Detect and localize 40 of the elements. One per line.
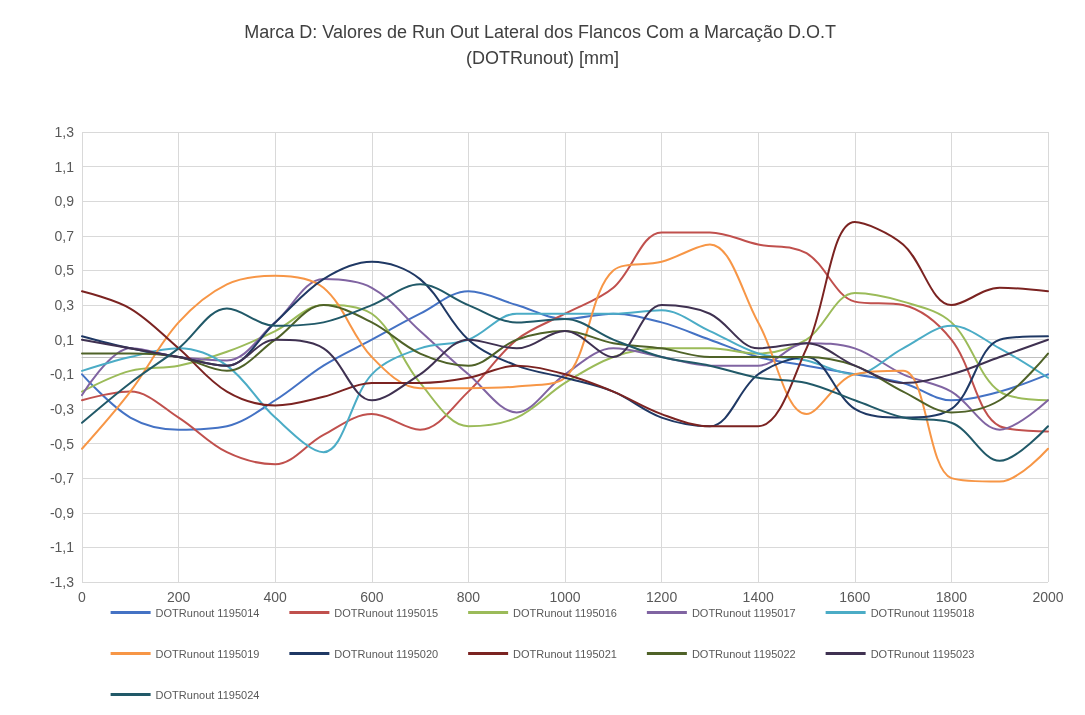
legend-label: DOTRunout 1195023 (870, 647, 975, 660)
x-tick-label: 1400 (742, 589, 774, 605)
y-tick-label: 0,3 (54, 297, 75, 314)
x-tick-label: 600 (360, 589, 384, 605)
y-tick-label: 1,1 (54, 158, 75, 175)
y-tick-label: 0,5 (54, 262, 75, 279)
y-tick-label: -0,7 (49, 470, 75, 487)
x-tick-label: 1000 (549, 589, 581, 605)
legend-label: DOTRunout 1195017 (691, 606, 796, 619)
y-tick-label: -1,1 (49, 539, 75, 556)
y-tick-label: -0,5 (49, 435, 75, 452)
legend-label: DOTRunout 1195024 (155, 688, 260, 701)
y-tick-label: 0,9 (54, 193, 75, 210)
line-series (81, 283, 1049, 462)
legend-label: DOTRunout 1195019 (155, 647, 260, 660)
legend-label: DOTRunout 1195021 (513, 647, 617, 660)
x-tick-label: 1600 (839, 589, 871, 605)
legend-label: DOTRunout 1195014 (155, 606, 260, 619)
x-tick-label: 200 (166, 589, 191, 605)
legend-label: DOTRunout 1195020 (334, 647, 439, 660)
x-tick-label: 800 (456, 589, 481, 605)
x-tick-label: 2000 (1032, 589, 1064, 605)
x-tick-label: 0 (78, 589, 87, 605)
line-series (81, 221, 1049, 428)
y-tick-label: -0,3 (49, 400, 75, 417)
y-tick-label: -0,1 (49, 366, 75, 383)
chart-title: Marca D: Valores de Run Out Lateral dos Flancos Com a Marcação D.O.T (DOTRunout) [mm] (244, 22, 841, 68)
y-tick-label: 0,7 (54, 227, 75, 244)
legend-label: DOTRunout 1195018 (870, 606, 975, 619)
x-tick-label: 400 (263, 589, 288, 605)
line-series (81, 309, 1049, 454)
legend-label: DOTRunout 1195022 (691, 647, 796, 660)
legend-label: DOTRunout 1195015 (334, 606, 439, 619)
x-tick-label: 1200 (646, 589, 678, 605)
legend-label: DOTRunout 1195016 (513, 606, 617, 619)
y-tick-label: 0,1 (54, 331, 75, 348)
y-tick-label: 1,3 (54, 124, 75, 140)
x-tick-label: 1800 (935, 589, 968, 605)
y-tick-label: -0,9 (49, 504, 75, 521)
y-tick-label: -1,3 (49, 574, 75, 590)
